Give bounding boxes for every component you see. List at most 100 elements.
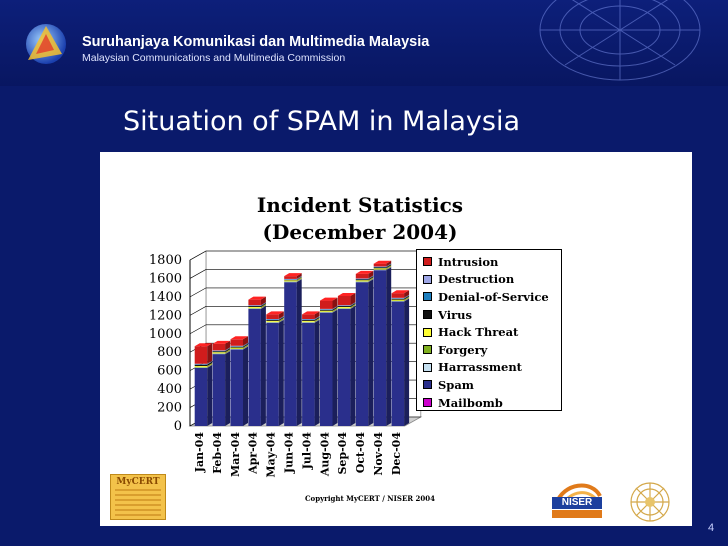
- bar-Oct-04-harrassment: [355, 281, 369, 283]
- bar-Mar-04-forgery-side: [243, 345, 248, 349]
- bar-May-04-hack-threat-side: [278, 317, 284, 322]
- bar-Oct-04-intrusion-side: [368, 270, 374, 279]
- bar-Mar-04-destruction: [230, 345, 243, 347]
- bar-Sep-04-destruction: [337, 305, 351, 306]
- bar-Apr-04-forgery-side: [260, 304, 266, 309]
- bar-Jan-04-forgery-side: [207, 363, 213, 368]
- bar-Jul-04-forgery-side: [314, 318, 320, 323]
- bar-Jun-04-forgery: [284, 281, 297, 282]
- y-tick-label: 1600: [149, 271, 182, 286]
- bar-Aug-04-harrassment-side: [332, 309, 338, 313]
- bar-Apr-04-hack-threat: [248, 307, 261, 308]
- bar-Jun-04-spam: [284, 282, 297, 426]
- bar-Apr-04-top: [248, 296, 266, 300]
- bar-Feb-04-spam: [212, 354, 226, 426]
- x-tick-label: May-04: [265, 432, 278, 478]
- chart-title: Incident Statistics: [256, 193, 464, 217]
- legend-item: Denial-of-Service: [423, 288, 561, 306]
- mycert-label: MyCERT: [116, 477, 160, 487]
- bar-May-04-top: [266, 311, 284, 315]
- bar-Jan-04-spam-side: [207, 364, 213, 426]
- bar-Mar-04-destruction-side: [243, 342, 248, 347]
- bar-Nov-04-denial-of-service: [373, 266, 387, 268]
- bar-Jul-04-destruction-side: [314, 316, 320, 320]
- x-tick-label: Jul-04: [300, 432, 313, 471]
- bar-Apr-04-intrusion: [248, 299, 261, 306]
- bar-Apr-04-forgery: [248, 307, 261, 309]
- legend-item: Spam: [423, 376, 561, 394]
- bar-Mar-04-denial-of-service: [230, 346, 243, 347]
- bar-Dec-04-spam-side: [404, 298, 410, 426]
- bar-Jan-04-top: [194, 343, 213, 347]
- x-tick-label: Jun-04: [282, 432, 295, 474]
- bar-Sep-04-virus-side: [350, 303, 356, 308]
- bar-Aug-04-denial-of-service-side: [332, 306, 338, 310]
- bar-Jun-04-harrassment-side: [296, 278, 302, 283]
- bar-Mar-04-spam: [230, 349, 243, 426]
- bar-Oct-04-virus: [355, 279, 369, 281]
- bar-stack-Feb-04: [212, 340, 231, 426]
- bar-Jan-04-denial-of-service-side: [207, 361, 213, 365]
- x-tick-label: Aug-04: [318, 432, 331, 477]
- bar-Jun-04-denial-of-service-side: [296, 276, 302, 280]
- bar-Jul-04-hack-threat-side: [314, 317, 320, 322]
- bar-Dec-04-denial-of-service: [391, 298, 405, 299]
- bar-Sep-04-intrusion: [337, 295, 351, 306]
- legend-label: Forgery: [438, 342, 488, 357]
- bar-Jun-04-intrusion: [284, 276, 297, 279]
- bar-Dec-04-intrusion-side: [404, 290, 410, 298]
- bar-Oct-04-forgery-side: [368, 278, 374, 282]
- bar-Jul-04-hack-threat: [302, 320, 315, 322]
- bar-Sep-04-top: [337, 292, 356, 296]
- bar-Oct-04-spam-side: [368, 279, 374, 426]
- bar-May-04-denial-of-service-side: [278, 316, 284, 320]
- bar-stack-Jun-04: [284, 273, 302, 426]
- bar-Feb-04-virus-side: [225, 348, 231, 353]
- bar-Dec-04-hack-threat: [391, 299, 405, 301]
- x-tick-label: Dec-04: [390, 432, 403, 475]
- bar-Sep-04-hack-threat-side: [350, 304, 356, 308]
- bar-Apr-04-virus-side: [260, 303, 266, 308]
- bar-stack-Oct-04: [355, 270, 374, 426]
- bar-Dec-04-hack-threat-side: [404, 296, 410, 301]
- y-tick-label: 800: [157, 345, 182, 360]
- bar-Oct-04-harrassment-side: [368, 278, 374, 283]
- bar-Aug-04-destruction-side: [332, 305, 338, 310]
- bar-Feb-04-virus: [212, 351, 226, 353]
- legend-swatch: [423, 380, 432, 390]
- bar-Jan-04-intrusion: [194, 346, 208, 364]
- bar-Nov-04-top: [373, 260, 392, 264]
- bar-Oct-04-spam: [355, 282, 369, 426]
- bar-May-04-destruction-side: [278, 316, 284, 320]
- bar-Jun-04-hack-threat: [284, 280, 297, 282]
- bar-May-04-forgery-side: [278, 318, 284, 323]
- bar-Sep-04-denial-of-service: [337, 305, 351, 307]
- bar-Jul-04-spam-side: [314, 319, 320, 426]
- bar-Apr-04-destruction-side: [260, 302, 266, 306]
- bar-May-04-spam-side: [278, 319, 284, 426]
- bar-Nov-04-harrassment: [373, 269, 387, 271]
- bar-Jul-04-denial-of-service-side: [314, 316, 320, 320]
- bar-Aug-04-intrusion-side: [332, 297, 338, 309]
- bar-Dec-04-harrassment-side: [404, 298, 410, 302]
- bar-Apr-04-destruction: [248, 305, 261, 306]
- gridline: [189, 269, 421, 279]
- bar-Jul-04-harrassment: [302, 322, 315, 323]
- legend-label: Destruction: [438, 272, 515, 287]
- bar-May-04-intrusion-side: [278, 311, 284, 320]
- y-tick-label: 1800: [149, 253, 182, 268]
- bar-Apr-04-spam: [248, 308, 261, 426]
- bar-Jun-04-top: [284, 273, 302, 277]
- bar-Jan-04-destruction: [194, 363, 208, 365]
- bar-May-04-harrassment-side: [278, 319, 284, 323]
- bar-Oct-04-destruction-side: [368, 275, 374, 279]
- bar-Mar-04-hack-threat-side: [243, 344, 248, 349]
- legend-item: Virus: [423, 306, 561, 324]
- bar-May-04-hack-threat: [266, 320, 279, 322]
- bar-Nov-04-virus: [373, 267, 387, 269]
- bar-Sep-04-harrassment: [337, 308, 351, 309]
- legend-swatch: [423, 292, 432, 302]
- bar-Jan-04-intrusion-side: [207, 343, 213, 364]
- bar-Aug-04-virus-side: [332, 306, 338, 311]
